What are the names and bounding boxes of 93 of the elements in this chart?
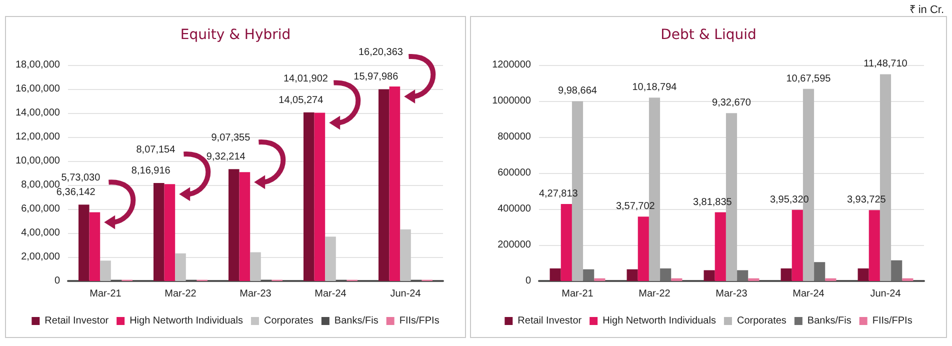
- bar: [704, 270, 715, 281]
- x-tick-label: Mar-24: [314, 288, 347, 300]
- y-tick-label: 0: [54, 276, 60, 286]
- bar: [304, 112, 314, 281]
- data-label: 9,32,214: [206, 152, 246, 163]
- bar: [660, 268, 672, 281]
- bar: [325, 236, 336, 281]
- x-tick-label: Mar-21: [562, 288, 594, 300]
- y-tick-label: 1000000: [492, 96, 532, 106]
- y-tick-label: 18,00,000: [16, 60, 60, 70]
- bar: [902, 278, 914, 281]
- text: ₹ in Cr.: [909, 3, 944, 16]
- data-label: 5,73,030: [61, 172, 101, 184]
- bar: [89, 212, 100, 281]
- y-tick-label: 200000: [498, 240, 532, 250]
- data-label: 10,18,794: [632, 82, 678, 94]
- bar: [868, 210, 880, 281]
- data-label: 3,93,725: [846, 194, 886, 206]
- bar: [780, 268, 792, 281]
- bar: [583, 269, 594, 281]
- data-label: 4,27,813: [538, 188, 578, 200]
- bar: [175, 253, 186, 281]
- legend-label: High Networth Individuals: [602, 316, 716, 326]
- bar: [550, 268, 561, 281]
- data-label: 8,16,916: [131, 165, 171, 176]
- bar: [626, 269, 638, 281]
- legend-label: Retail Investor: [44, 316, 110, 326]
- y-tick-label: 600000: [498, 168, 532, 178]
- y-tick-label: 800000: [498, 132, 532, 142]
- bar: [239, 172, 250, 281]
- bar: [858, 268, 869, 281]
- data-label: 11,48,710: [864, 58, 908, 70]
- data-label: 8,07,154: [136, 144, 176, 156]
- legend-label: Corporates: [264, 316, 314, 326]
- data-label: 14,01,902: [283, 73, 328, 84]
- x-tick-label: Jun-24: [390, 288, 422, 300]
- x-tick-label: Mar-22: [164, 288, 197, 300]
- bar: [250, 252, 261, 281]
- x-tick-label: Mar-23: [240, 288, 272, 300]
- bar: [714, 212, 726, 281]
- bar: [814, 262, 826, 281]
- data-label: 9,98,664: [558, 86, 598, 97]
- bar: [228, 169, 240, 281]
- bar: [792, 210, 803, 281]
- bar: [560, 204, 572, 281]
- bar: [594, 278, 606, 281]
- y-tick-label: 16,00,000: [16, 84, 60, 94]
- data-label: 14,05,274: [278, 94, 324, 106]
- legend-label: FIIs/FPIs: [399, 316, 440, 326]
- legend-label: Retail Investor: [518, 316, 582, 326]
- x-tick-label: Jun-24: [870, 288, 902, 300]
- bar: [737, 270, 748, 281]
- y-tick-label: 0: [525, 276, 532, 286]
- y-tick-label: 14,00,000: [16, 108, 60, 118]
- bar: [638, 216, 649, 281]
- bar: [389, 86, 400, 281]
- x-tick-label: Mar-24: [792, 288, 825, 300]
- bar: [671, 278, 682, 281]
- bar: [164, 184, 176, 281]
- bar: [100, 260, 111, 281]
- bar: [400, 229, 411, 281]
- x-tick-label: Mar-23: [716, 288, 748, 300]
- bar: [314, 112, 326, 281]
- chart-title: Equity & Hybrid: [180, 27, 291, 43]
- x-tick-label: Mar-21: [90, 288, 122, 300]
- data-label: 9,07,355: [211, 132, 251, 144]
- legend-label: Corporates: [736, 316, 786, 326]
- bar: [154, 182, 164, 281]
- legend-label: FIIs/FPIs: [872, 316, 912, 326]
- data-label: 10,67,595: [786, 73, 832, 84]
- data-label: 3,81,835: [692, 196, 732, 208]
- x-tick-label: Mar-22: [638, 288, 671, 300]
- chart-title: Debt & Liquid: [660, 27, 756, 43]
- bar: [891, 260, 902, 281]
- data-label: 9,32,670: [712, 98, 752, 109]
- legend-label: Banks/Fis: [807, 316, 852, 326]
- data-label: 15,97,986: [354, 72, 399, 83]
- data-label: 16,20,363: [358, 47, 404, 58]
- y-tick-label: 6,00,000: [21, 204, 60, 214]
- bar: [748, 278, 760, 281]
- y-tick-label: 4,00,000: [21, 228, 60, 238]
- y-tick-label: 2,00,000: [21, 252, 60, 262]
- data-label: 3,57,702: [616, 201, 656, 212]
- bar: [378, 89, 390, 281]
- data-label: 3,95,320: [770, 194, 810, 206]
- y-tick-label: 1200000: [492, 60, 532, 70]
- bar: [825, 278, 836, 281]
- y-tick-label: 400000: [498, 204, 532, 214]
- legend-label: High Networth Individuals: [130, 316, 243, 326]
- bar: [78, 204, 90, 281]
- y-tick-label: 10,00,000: [16, 156, 60, 166]
- legend-label: Banks/Fis: [334, 316, 378, 326]
- y-tick-label: 12,00,000: [16, 132, 60, 142]
